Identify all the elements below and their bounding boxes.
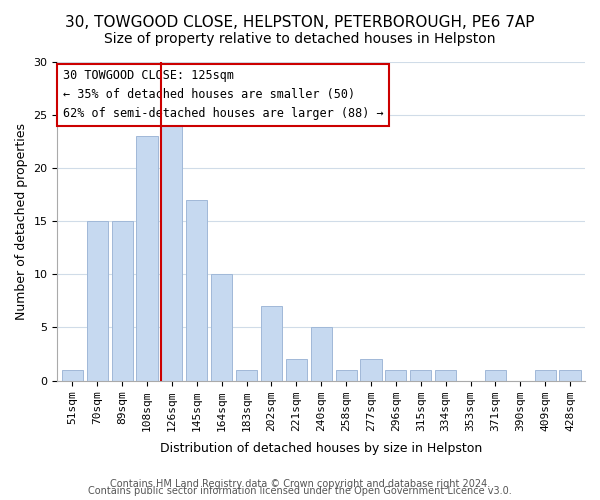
X-axis label: Distribution of detached houses by size in Helpston: Distribution of detached houses by size … [160,442,482,455]
Bar [211,274,232,380]
Bar [311,328,332,380]
Y-axis label: Number of detached properties: Number of detached properties [15,122,28,320]
Bar [485,370,506,380]
Bar [361,360,382,380]
Bar [112,221,133,380]
Bar [535,370,556,380]
Bar [559,370,581,380]
Text: 30 TOWGOOD CLOSE: 125sqm
← 35% of detached houses are smaller (50)
62% of semi-d: 30 TOWGOOD CLOSE: 125sqm ← 35% of detach… [62,70,383,120]
Text: 30, TOWGOOD CLOSE, HELPSTON, PETERBOROUGH, PE6 7AP: 30, TOWGOOD CLOSE, HELPSTON, PETERBOROUG… [65,15,535,30]
Text: Size of property relative to detached houses in Helpston: Size of property relative to detached ho… [104,32,496,46]
Bar [62,370,83,380]
Bar [261,306,282,380]
Bar [385,370,406,380]
Bar [186,200,208,380]
Bar [86,221,108,380]
Bar [286,360,307,380]
Bar [136,136,158,380]
Bar [161,126,182,380]
Text: Contains public sector information licensed under the Open Government Licence v3: Contains public sector information licen… [88,486,512,496]
Text: Contains HM Land Registry data © Crown copyright and database right 2024.: Contains HM Land Registry data © Crown c… [110,479,490,489]
Bar [236,370,257,380]
Bar [435,370,456,380]
Bar [335,370,356,380]
Bar [410,370,431,380]
